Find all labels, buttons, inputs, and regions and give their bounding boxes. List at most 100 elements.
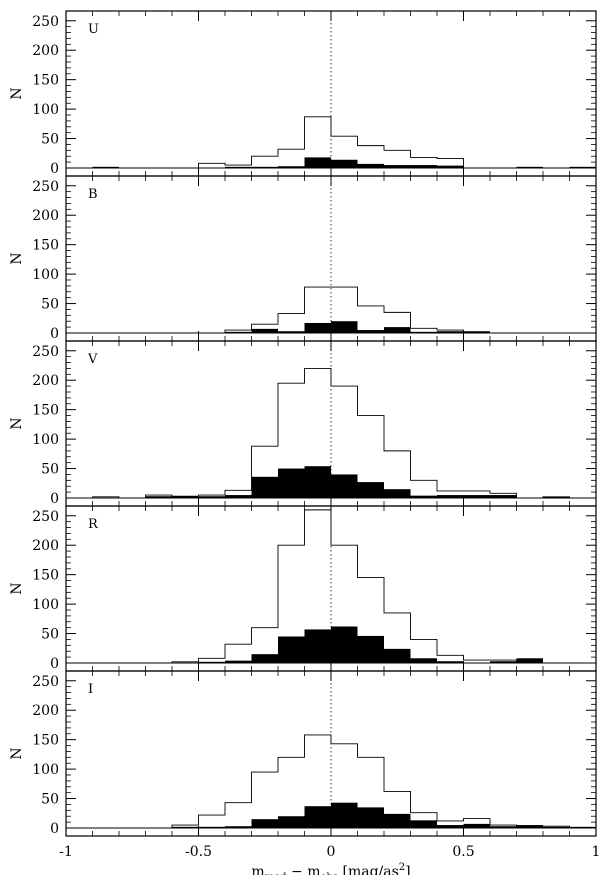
panel-label-U: U [88, 22, 99, 37]
panel-label-V: V [87, 352, 98, 367]
y-tick-label-R-150: 150 [32, 568, 59, 584]
filled-bar-V-12 [384, 489, 411, 498]
filled-bar-U-9 [304, 157, 331, 168]
x-tick-label-3: 0.5 [452, 844, 474, 860]
y-tick-label-I-0: 0 [50, 821, 59, 837]
y-axis-title-U: N [9, 87, 25, 99]
y-tick-label-B-200: 200 [32, 208, 59, 224]
y-tick-label-U-150: 150 [32, 73, 59, 89]
y-tick-label-U-50: 50 [41, 132, 59, 148]
filled-bar-U-11 [357, 163, 384, 168]
filled-bar-B-6 [225, 331, 252, 333]
y-tick-label-B-0: 0 [50, 326, 59, 342]
filled-bar-B-15 [463, 331, 490, 333]
x-tick-label-2: 0 [327, 844, 336, 860]
filled-bar-R-6 [225, 660, 252, 663]
y-tick-label-R-0: 0 [50, 656, 59, 672]
x-title-unit: [mag/as [338, 864, 399, 875]
filled-bar-U-12 [384, 165, 411, 168]
y-tick-label-U-0: 0 [50, 161, 59, 177]
filled-bar-V-8 [278, 468, 305, 498]
x-title-unit-close: ] [405, 864, 410, 875]
filled-bar-B-9 [304, 322, 331, 333]
filled-bar-I-6 [225, 826, 252, 828]
x-tick-label-4: 1 [592, 844, 600, 860]
y-axis-title-R: N [9, 582, 25, 594]
filled-bar-V-11 [357, 482, 384, 498]
filled-bar-R-8 [278, 636, 305, 663]
filled-bar-U-1 [92, 166, 119, 168]
panel-label-R: R [88, 517, 99, 532]
filled-bar-I-10 [331, 802, 358, 828]
filled-bar-R-10 [331, 626, 358, 663]
filled-bar-U-10 [331, 159, 358, 168]
filled-bar-U-19 [569, 166, 596, 168]
x-title-sup: 2 [399, 862, 405, 873]
filled-bar-V-13 [410, 495, 437, 498]
filled-bar-V-3 [145, 496, 172, 498]
filled-bar-V-16 [490, 495, 517, 498]
filled-bar-U-14 [437, 165, 464, 168]
open-histogram-R [66, 509, 596, 664]
filled-bar-I-7 [251, 819, 278, 828]
y-tick-label-B-250: 250 [32, 179, 59, 195]
y-tick-label-U-250: 250 [32, 14, 59, 30]
filled-bar-I-14 [437, 825, 464, 828]
filled-bar-B-10 [331, 321, 358, 333]
filled-bar-R-14 [437, 661, 464, 663]
filled-bar-R-17 [516, 658, 543, 663]
y-tick-label-V-250: 250 [32, 344, 59, 360]
filled-bar-V-6 [225, 495, 252, 498]
filled-bar-I-11 [357, 807, 384, 828]
x-title-m1: m [251, 864, 264, 875]
filled-bar-I-5 [198, 826, 225, 828]
filled-bar-I-13 [410, 820, 437, 828]
filled-bar-I-16 [490, 826, 517, 828]
filled-bar-R-13 [410, 658, 437, 663]
panel-label-I: I [88, 682, 93, 697]
y-tick-label-I-250: 250 [32, 674, 59, 690]
y-tick-label-R-250: 250 [32, 509, 59, 525]
filled-bar-U-7 [251, 166, 278, 168]
panel-label-B: B [88, 187, 98, 202]
filled-bar-V-10 [331, 474, 358, 498]
y-tick-label-V-50: 50 [41, 462, 59, 478]
filled-bar-B-13 [410, 331, 437, 333]
y-tick-label-U-100: 100 [32, 102, 59, 118]
filled-bar-I-9 [304, 806, 331, 828]
x-axis-title: mmod − mobs [mag/as2] [251, 862, 410, 875]
y-tick-label-R-100: 100 [32, 597, 59, 613]
filled-bar-B-12 [384, 327, 411, 333]
filled-bar-U-8 [278, 166, 305, 168]
filled-bar-V-18 [543, 496, 570, 498]
y-tick-label-I-200: 200 [32, 703, 59, 719]
y-tick-label-V-0: 0 [50, 491, 59, 507]
open-histogram-V [66, 367, 596, 499]
filled-bar-R-7 [251, 654, 278, 663]
y-tick-label-I-100: 100 [32, 762, 59, 778]
filled-bar-V-14 [437, 495, 464, 498]
filled-bar-R-12 [384, 648, 411, 663]
filled-bar-R-9 [304, 629, 331, 663]
y-tick-label-R-50: 50 [41, 627, 59, 643]
filled-bar-U-13 [410, 165, 437, 168]
x-tick-label-1: -0.5 [185, 844, 212, 860]
y-tick-label-R-200: 200 [32, 538, 59, 554]
filled-bar-V-7 [251, 476, 278, 498]
y-tick-label-U-200: 200 [32, 43, 59, 59]
y-axis-title-B: N [9, 252, 25, 264]
x-title-minus: − m [287, 864, 321, 875]
filled-bar-U-17 [516, 166, 543, 168]
filled-bar-I-12 [384, 813, 411, 828]
filled-bar-V-9 [304, 466, 331, 498]
y-tick-label-B-50: 50 [41, 297, 59, 313]
y-tick-label-B-150: 150 [32, 238, 59, 254]
filled-bar-R-5 [198, 661, 225, 663]
filled-bar-I-8 [278, 816, 305, 828]
filled-bar-I-4 [172, 826, 199, 828]
y-tick-label-I-150: 150 [32, 733, 59, 749]
filled-bar-B-14 [437, 331, 464, 333]
y-tick-label-V-150: 150 [32, 403, 59, 419]
y-tick-label-B-100: 100 [32, 267, 59, 283]
